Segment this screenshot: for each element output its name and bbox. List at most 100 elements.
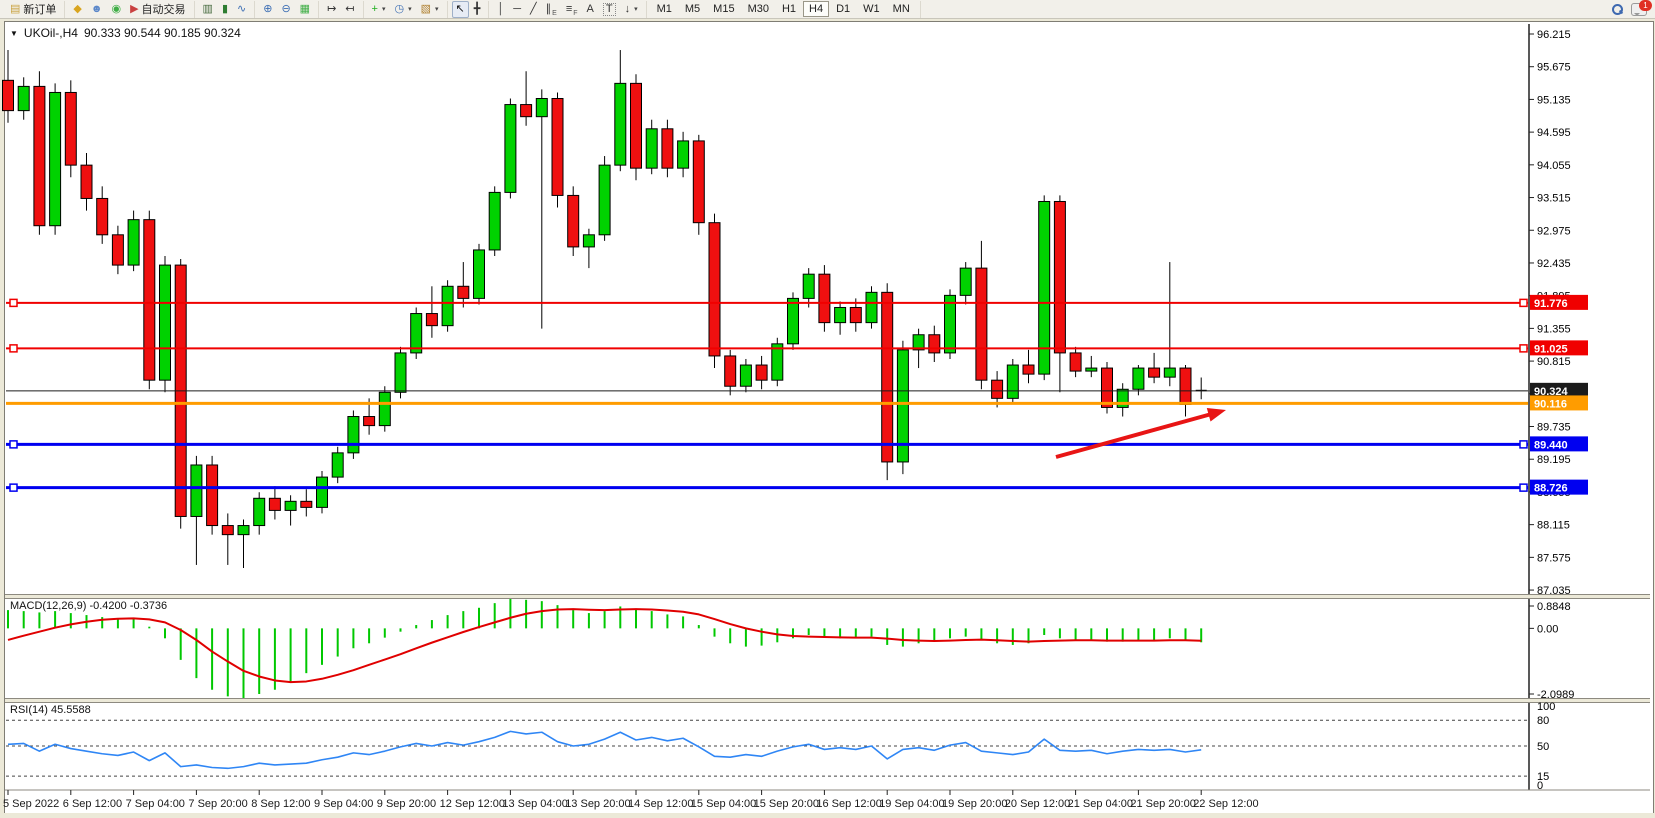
crosshair-button[interactable]: ╋ [470, 1, 485, 18]
timeframe-mn-button[interactable]: MN [892, 3, 910, 15]
toolbar-group: ⊕ ⊖ ▦ [255, 0, 320, 18]
indicators-button[interactable]: + ▾ [368, 1, 390, 18]
candlestick-chart-button[interactable]: ▮ [218, 1, 232, 18]
chat-icon[interactable]: 1 [1631, 0, 1652, 16]
time-tick-label: 22 Sep 12:00 [1193, 798, 1258, 810]
price-badge-90.324 [1530, 382, 1588, 398]
price-tick-label: 95.675 [1537, 62, 1571, 74]
periods-button[interactable]: ◷ ▾ [390, 1, 415, 18]
arrows-dropdown-icon[interactable]: ▾ [634, 6, 638, 13]
line-chart-icon: ∿ [237, 3, 247, 15]
timeframe-h4-button[interactable]: H4 [803, 1, 830, 17]
price-tick-label: 94.595 [1537, 127, 1571, 139]
timeframe-w1-button[interactable]: W1 [863, 3, 880, 15]
zoom-in-button[interactable]: ⊕ [259, 1, 276, 18]
timeframe-m15-button[interactable]: M15 [713, 3, 735, 15]
horizontal-line-button[interactable]: ─ [509, 1, 525, 18]
price-badge-89.440 [1530, 436, 1588, 452]
timeframe-m30-button[interactable]: M30 [747, 3, 769, 15]
window-bottom-strip [0, 813, 1655, 818]
price-tick-label: 94.055 [1537, 160, 1571, 172]
price-line-handle[interactable] [9, 298, 18, 308]
pane-separator[interactable] [5, 594, 1650, 599]
rsi-tick-label: 15 [1537, 771, 1549, 783]
periods-dropdown-icon[interactable]: ▾ [408, 6, 412, 13]
trendline-button[interactable]: ╱ [526, 1, 541, 18]
text-label-icon: T [602, 2, 616, 16]
text-label-button[interactable]: T [599, 1, 620, 18]
auto-trading-icon: ▶ [130, 3, 139, 15]
time-tick-label: 13 Sep 20:00 [565, 798, 630, 810]
rsi-tick-label: 100 [1537, 701, 1555, 713]
timeframe-h1-button[interactable]: H1 [781, 3, 797, 15]
price-badge-label: 90.324 [1534, 386, 1569, 398]
templates-dropdown-icon[interactable]: ▾ [434, 6, 439, 13]
time-tick-label: 8 Sep 12:00 [251, 798, 310, 810]
market-watch-icon: ◆ [73, 3, 82, 15]
toolbar-group: + ▾ ◷ ▾ ▧ ▾ [364, 0, 448, 18]
price-badge-label: 88.726 [1534, 483, 1568, 495]
trendline-icon: ╱ [530, 3, 537, 15]
time-tick-label: 7 Sep 20:00 [188, 798, 247, 810]
fibonacci-icon: ≡ [565, 3, 573, 15]
time-tick-label: 19 Sep 04:00 [879, 798, 944, 810]
price-line-handle[interactable] [9, 483, 18, 492]
price-line-handle[interactable] [9, 344, 18, 353]
indicators-dropdown-icon[interactable]: ▾ [381, 6, 386, 13]
fibonacci-button[interactable]: ≡ F [562, 1, 582, 18]
chart-shift-button[interactable]: ↤ [341, 1, 358, 18]
search-icon[interactable] [1612, 3, 1623, 15]
zoom-out-button[interactable]: ⊖ [277, 1, 294, 18]
navigator-button[interactable]: ◉ [107, 1, 125, 18]
pane-separator[interactable] [5, 698, 1650, 703]
rsi-line [7, 730, 1202, 770]
data-window-button[interactable]: ☻ [87, 1, 107, 18]
vertical-line-button[interactable]: │ [493, 1, 508, 18]
periods-icon: ◷ [394, 3, 405, 15]
symbol-dropdown-icon[interactable]: ▼ [10, 28, 18, 38]
rsi-tick-label: 50 [1537, 741, 1549, 753]
fibonacci-sub-label: F [573, 9, 578, 17]
cursor-icon: ↖ [455, 3, 465, 15]
timeframe-d1-button[interactable]: D1 [836, 3, 851, 15]
price-line-handle[interactable] [1519, 440, 1528, 449]
auto-trading-button[interactable]: ▶ 自动交易 [126, 1, 189, 18]
price-badge-90.116 [1530, 395, 1588, 411]
tile-windows-icon: ▦ [299, 3, 311, 15]
arrows-button[interactable]: ↓ ▾ [621, 1, 642, 18]
line-chart-button[interactable]: ∿ [233, 1, 250, 18]
bar-chart-button[interactable]: ▥ [199, 1, 217, 18]
new-order-button[interactable]: ▤ 新订单 [6, 1, 60, 18]
price-tick-label: 93.515 [1537, 193, 1571, 205]
trend-arrow-head[interactable] [1206, 408, 1226, 422]
tile-windows-button[interactable]: ▦ [296, 1, 314, 18]
cursor-button[interactable]: ↖ [451, 0, 469, 18]
price-line-handle[interactable] [1519, 483, 1528, 492]
candlestick-chart-icon: ▮ [221, 3, 228, 15]
price-line-handle[interactable] [9, 440, 18, 449]
time-tick-label: 12 Sep 12:00 [440, 798, 505, 810]
zoom-in-icon: ⊕ [263, 3, 273, 15]
auto-scroll-icon: ↦ [327, 3, 337, 15]
top-toolbar: ▤ 新订单 ◆ ☻ ◉ ▶ 自动交易 ▥ ▮ ∿ ⊕ ⊖ ▦ ↦ ↤ + ▾ ◷ ▾ ▧ ▾ ↖ ╋ │ ─ ╱ ∥ E ≡ F A T ↓ ▾ M… [0, 0, 1655, 19]
text-button[interactable]: A [583, 1, 598, 18]
templates-icon: ▧ [420, 3, 431, 15]
timeframe-m5-button[interactable]: M5 [684, 3, 701, 15]
price-tick-label: 88.115 [1537, 520, 1570, 532]
price-line-handle[interactable] [1519, 344, 1528, 353]
timeframe-m1-button[interactable]: M1 [656, 3, 672, 15]
equidistant-channel-icon: ∥ [545, 3, 552, 15]
chart-symbol-title[interactable]: ▼ UKOil-,H4 90.333 90.544 90.185 90.324 [10, 26, 241, 40]
price-line-handle[interactable] [1519, 298, 1528, 308]
equidistant-channel-button[interactable]: ∥ E [542, 1, 561, 18]
new-order-label: 新订单 [23, 4, 57, 16]
price-badge-91.776 [1530, 294, 1588, 310]
toolbar-group: ↖ ╋ [448, 0, 490, 18]
chart-window-bg [5, 22, 1650, 812]
rsi-label: RSI(14) 45.5588 [10, 704, 91, 716]
templates-button[interactable]: ▧ ▾ [417, 1, 443, 18]
market-watch-button[interactable]: ◆ [69, 1, 85, 18]
auto-scroll-button[interactable]: ↦ [323, 1, 340, 18]
trend-arrow-shaft[interactable] [1055, 410, 1217, 459]
